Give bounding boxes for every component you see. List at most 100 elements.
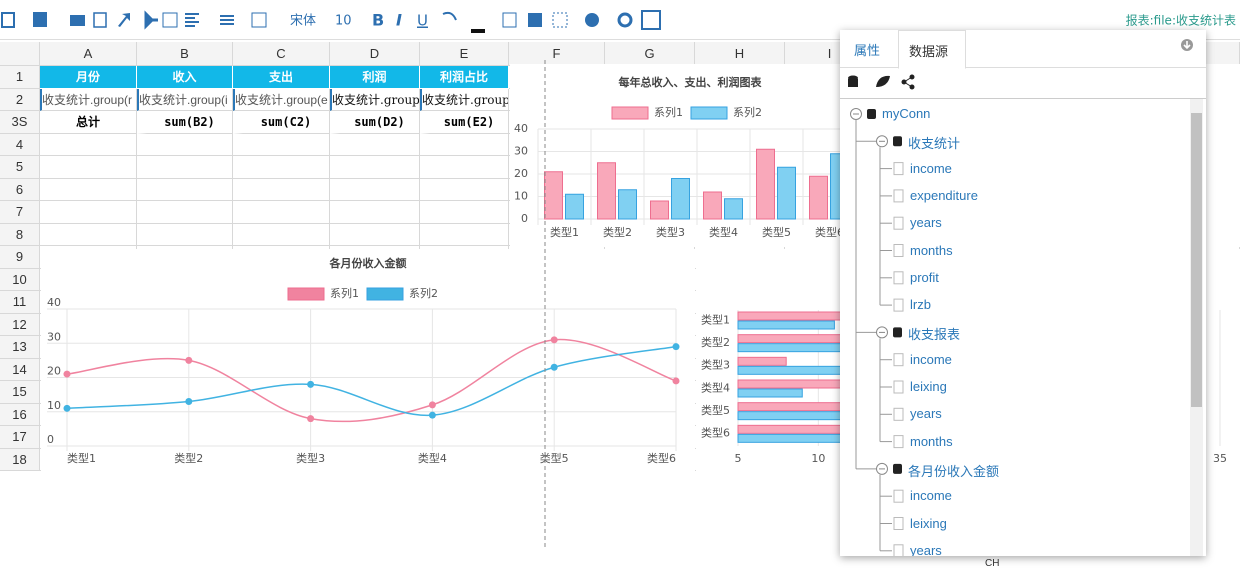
icon (144, 10, 158, 30)
bold-button[interactable]: B (372, 11, 384, 30)
point (672, 377, 680, 385)
bar (618, 189, 637, 220)
cell: 收入 (137, 66, 233, 89)
legend-label: 系列1 (330, 286, 359, 300)
underline-button[interactable]: U (417, 12, 428, 30)
cell (233, 156, 330, 179)
y-tick-label: 类型3 (701, 358, 730, 372)
bar (544, 171, 563, 220)
field-icon (893, 189, 904, 203)
field-icon (893, 216, 904, 230)
point (185, 397, 193, 405)
report-label: 报表:file:收支统计表 (1126, 13, 1236, 28)
row-header: 1 (0, 66, 40, 89)
x-tick-label: 类型2 (174, 451, 203, 465)
field-icon (893, 517, 904, 530)
field-icon (893, 244, 904, 257)
line (66, 338, 677, 423)
x-tick-label: 类型5 (762, 225, 791, 239)
icon (162, 12, 178, 28)
x-tick-label: 5 (735, 452, 742, 465)
scroll-thumb[interactable] (1191, 113, 1202, 407)
tree-label: income (910, 351, 952, 367)
cell (137, 201, 233, 224)
y-tick-label: 30 (514, 145, 528, 158)
tab[interactable]: 数据源 (898, 30, 966, 69)
tree-label: leixing (910, 515, 947, 531)
icon (93, 12, 107, 28)
point (428, 411, 436, 419)
y-tick-label: 10 (47, 399, 61, 412)
cell: 利润 (330, 66, 420, 89)
column-header: E (420, 42, 509, 66)
cell: 支出 (233, 66, 330, 89)
column-header: B (137, 42, 233, 66)
tab[interactable]: 属性 (854, 43, 881, 58)
tree-lines (850, 108, 904, 556)
row-header: 3S (0, 111, 40, 134)
tree-label: 收支统计 (908, 136, 961, 152)
y-tick-label: 40 (47, 296, 61, 309)
row-header: 12 (0, 313, 40, 336)
tree-label: myConn (882, 106, 931, 121)
legend-label: 系列2 (409, 286, 438, 300)
x-tick-label: 类型3 (656, 225, 685, 239)
side-panel: 属性 数据源 myConn 收支统计 income expenditure years m… (840, 30, 1206, 556)
row-header: 2 (0, 88, 40, 111)
field-icon (893, 407, 904, 421)
scrollbar[interactable] (1190, 99, 1203, 556)
size-select[interactable]: 10 (335, 14, 352, 29)
toolbar: 宋体 10 B I U 报表:file:收支统计表 (0, 0, 1240, 40)
icon (528, 13, 542, 27)
field-icon (893, 380, 904, 394)
row-header: 16 (0, 403, 40, 426)
line (66, 345, 677, 416)
x-tick-label: 类型4 (418, 451, 447, 465)
cell (40, 133, 137, 156)
font-select[interactable]: 宋体 (290, 14, 316, 29)
tree-label: months (910, 242, 953, 258)
tree-label: months (910, 433, 953, 449)
tab-bar: 属性 数据源 (840, 30, 1206, 69)
tree-label: years (910, 406, 942, 422)
cell (420, 178, 509, 201)
chart-title: 每年总收入、支出、利润图表 (619, 75, 763, 89)
cell (137, 178, 233, 201)
cell (40, 178, 137, 201)
cell (233, 133, 330, 156)
cell (137, 223, 233, 246)
icon (70, 15, 85, 26)
bar (777, 166, 796, 220)
x-tick-label: 类型6 (647, 451, 676, 465)
cell (330, 133, 420, 156)
icon (585, 13, 599, 27)
italic-button[interactable]: I (396, 11, 402, 30)
row-header: 15 (0, 381, 40, 404)
bar (724, 198, 743, 220)
point (550, 363, 558, 371)
cell: 利润占比 (420, 66, 509, 89)
download-icon[interactable] (1180, 38, 1194, 52)
row-header: 14 (0, 358, 40, 381)
field-icon (893, 271, 904, 285)
cell (233, 201, 330, 224)
y-tick-label: 10 (514, 190, 528, 203)
row-header: 8 (0, 223, 40, 246)
cell: 收支统计.group(r (40, 88, 137, 111)
cell: sum(B2) (137, 111, 233, 134)
icon (641, 10, 661, 30)
icon (220, 15, 234, 25)
y-tick-label: 20 (47, 365, 61, 378)
cell (330, 223, 420, 246)
node-icon (893, 463, 902, 474)
row-header: 7 (0, 201, 40, 224)
cell (420, 201, 509, 224)
bar (565, 193, 584, 220)
y-tick-label: 类型2 (701, 335, 730, 349)
legend-swatch (287, 287, 325, 301)
tree: myConn 收支统计 income expenditure years months pr… (840, 98, 1206, 556)
icon[interactable] (876, 75, 890, 87)
icon (471, 29, 485, 33)
cell: 收支统计.group (330, 88, 420, 111)
field-icon (893, 298, 904, 312)
